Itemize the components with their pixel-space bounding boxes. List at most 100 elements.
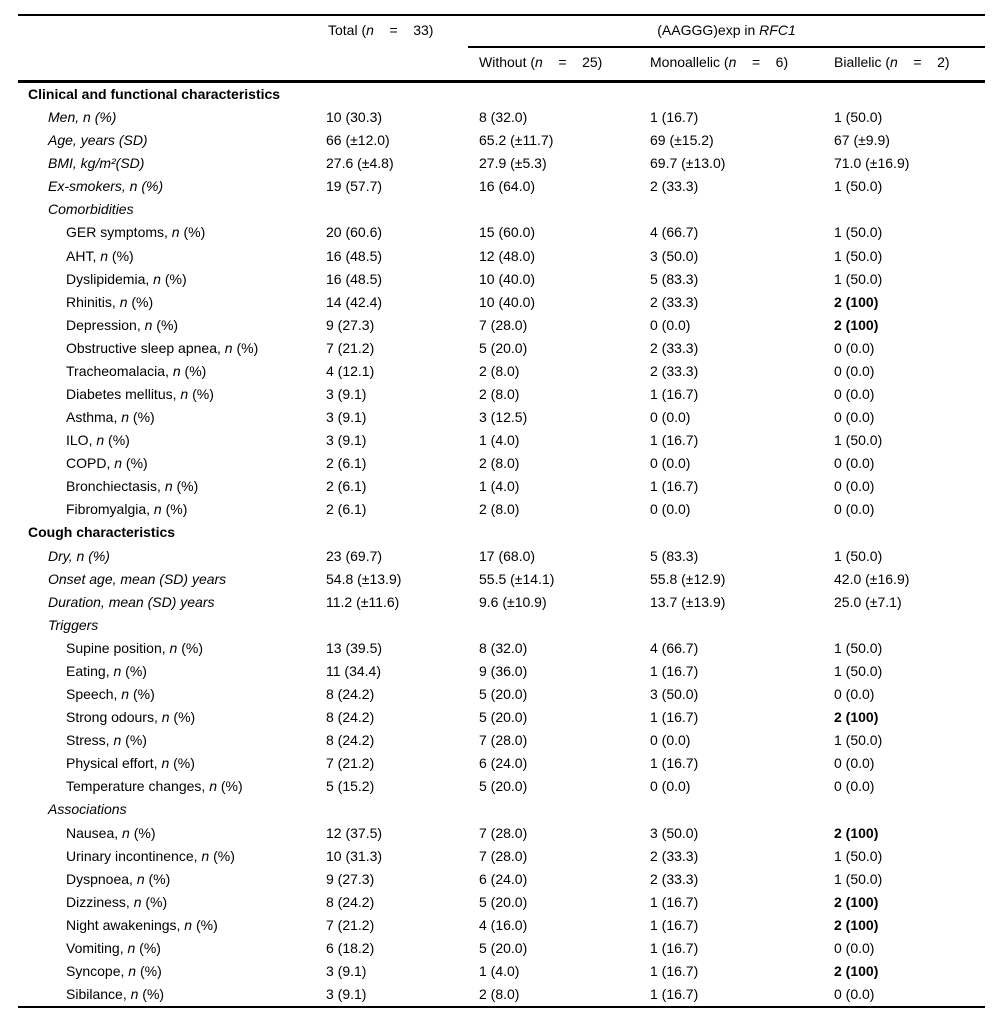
table-row: Duration, mean (SD) years 11.2 (±11.6) 9.6… [18,591,985,614]
cell-biallelic [834,521,985,544]
column-header-monoallelic: Monoallelic (n = 6) [650,54,789,70]
cell-biallelic: 1 (50.0) [834,270,883,287]
cell-without: 7 (28.0) [479,732,528,749]
cell-biallelic: 2 (100) [834,962,879,979]
cell-monoallelic: 1 (16.7) [650,709,699,726]
cell-total: 11 (34.4) [326,662,381,679]
cell-monoallelic: 1 (16.7) [650,478,699,495]
cell-biallelic: 25.0 (±7.1) [834,593,902,610]
table-row: Supine position, n (%) 13 (39.5) 8 (32.0) 4… [18,637,985,660]
cell-total: 3 (9.1) [326,386,367,403]
section-header-row: Clinical and functional characteristics [18,83,985,106]
table-row: Dyspnoea, n (%) 9 (27.3) 6 (24.0) 2 (33.3) 1… [18,868,985,891]
cell-without: 1 (4.0) [479,962,520,979]
row-label: Dyslipidemia, n (%) [66,270,187,287]
cell-monoallelic [650,83,834,106]
row-label: Dizziness, n (%) [66,893,168,910]
row-label: Depression, n (%) [66,316,179,333]
cell-monoallelic: 1 (16.7) [650,939,699,956]
table-row: Tracheomalacia, n (%) 4 (12.1) 2 (8.0) 2 (3… [18,360,985,383]
cell-total: 3 (9.1) [326,962,367,979]
cell-monoallelic [650,521,834,544]
cell-biallelic: 0 (0.0) [834,362,875,379]
cell-total: 13 (39.5) [326,639,383,656]
table-row: Sibilance, n (%) 3 (9.1) 2 (8.0) 1 (16.7) 0 … [18,983,985,1006]
cell-total: 5 (15.2) [326,778,375,795]
cell-without [479,798,650,821]
cell-total: 8 (24.2) [326,686,375,703]
table-header: Total (n = 33) (AAGGG)exp in RFC1 Withou… [18,16,985,83]
row-label: Triggers [48,616,99,633]
cell-monoallelic: 2 (33.3) [650,870,699,887]
cell-without: 10 (40.0) [479,293,536,310]
cell-biallelic: 1 (50.0) [834,547,883,564]
cell-without: 8 (32.0) [479,109,528,126]
table-row: Bronchiectasis, n (%) 2 (6.1) 1 (4.0) 1 (16… [18,475,985,498]
cell-biallelic: 0 (0.0) [834,501,875,518]
column-header-without: Without (n = 25) [479,54,603,70]
cell-total: 19 (57.7) [326,178,383,195]
table-row: Rhinitis, n (%) 14 (42.4) 10 (40.0) 2 (33.3… [18,291,985,314]
cell-biallelic: 1 (50.0) [834,847,883,864]
cell-total: 11.2 (±11.6) [326,593,400,610]
cell-without: 7 (28.0) [479,316,528,333]
row-label: Associations [48,801,127,818]
cell-total [326,83,479,106]
cell-total [326,198,479,221]
row-label: Rhinitis, n (%) [66,293,154,310]
cell-without [479,521,650,544]
row-label: Ex-smokers, n (%) [48,178,164,195]
cell-without: 3 (12.5) [479,409,528,426]
cell-without: 7 (28.0) [479,824,528,841]
cell-without: 27.9 (±5.3) [479,155,547,172]
cell-without: 1 (4.0) [479,432,520,449]
cell-monoallelic: 13.7 (±13.9) [650,593,726,610]
cell-total: 3 (9.1) [326,409,367,426]
row-label: Stress, n (%) [66,732,147,749]
cell-biallelic [834,798,985,821]
row-label: AHT, n (%) [66,247,134,264]
row-label: Fibromyalgia, n (%) [66,501,188,518]
table-row: Speech, n (%) 8 (24.2) 5 (20.0) 3 (50.0) 0 (… [18,683,985,706]
cell-total: 4 (12.1) [326,362,375,379]
table-row: Stress, n (%) 8 (24.2) 7 (28.0) 0 (0.0) 1 (5… [18,729,985,752]
cell-monoallelic: 1 (16.7) [650,386,699,403]
table-body: Clinical and functional characteristics M… [18,83,985,1009]
cell-biallelic: 0 (0.0) [834,478,875,495]
cell-biallelic: 0 (0.0) [834,778,875,795]
cell-biallelic: 0 (0.0) [834,939,875,956]
cell-monoallelic: 4 (66.7) [650,639,699,656]
row-label: Strong odours, n (%) [66,709,196,726]
cell-total: 23 (69.7) [326,547,383,564]
table-row: Eating, n (%) 11 (34.4) 9 (36.0) 1 (16.7) 1 … [18,660,985,683]
cell-without [479,198,650,221]
cell-monoallelic: 2 (33.3) [650,847,699,864]
cell-without: 2 (8.0) [479,386,520,403]
section-title: Cough characteristics [28,524,176,541]
table-row: AHT, n (%) 16 (48.5) 12 (48.0) 3 (50.0) 1 (5… [18,245,985,268]
row-label: BMI, kg/m²(SD) [48,155,145,172]
cell-biallelic: 1 (50.0) [834,247,883,264]
cell-total: 10 (30.3) [326,109,383,126]
table-row: Depression, n (%) 9 (27.3) 7 (28.0) 0 (0.0)… [18,314,985,337]
cell-total: 2 (6.1) [326,501,367,518]
cell-monoallelic: 4 (66.7) [650,224,699,241]
cell-total: 8 (24.2) [326,709,375,726]
table-row: Triggers [18,614,985,637]
cell-total: 6 (18.2) [326,939,375,956]
cell-total: 7 (21.2) [326,916,375,933]
cell-without: 15 (60.0) [479,224,536,241]
cell-biallelic [834,614,985,637]
cell-without: 7 (28.0) [479,847,528,864]
cell-monoallelic: 2 (33.3) [650,293,699,310]
cell-monoallelic: 2 (33.3) [650,178,699,195]
group-spanner-rule [468,46,985,48]
cell-monoallelic: 0 (0.0) [650,778,691,795]
cell-monoallelic: 5 (83.3) [650,270,699,287]
cell-without: 2 (8.0) [479,501,520,518]
cell-without [479,614,650,637]
table-row: Syncope, n (%) 3 (9.1) 1 (4.0) 1 (16.7) 2 (1… [18,960,985,983]
cell-biallelic: 67 (±9.9) [834,132,890,149]
cell-monoallelic: 0 (0.0) [650,316,691,333]
